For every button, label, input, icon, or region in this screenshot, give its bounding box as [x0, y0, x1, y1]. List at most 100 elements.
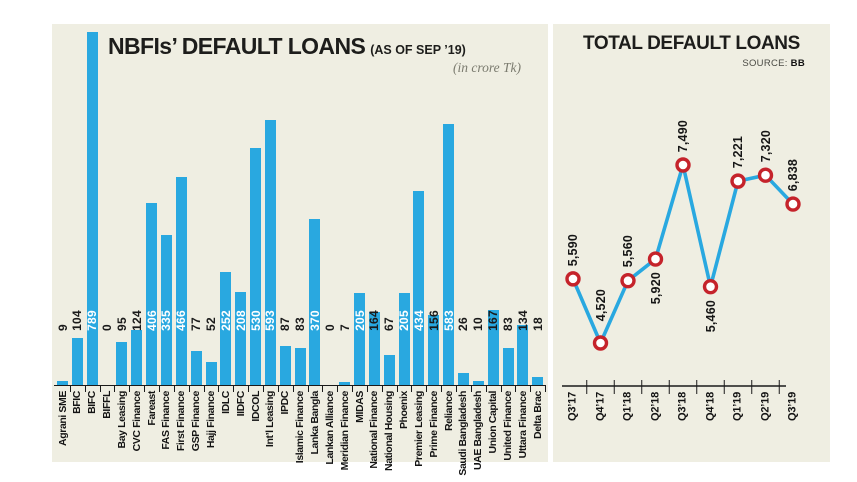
bar-category-label: First Finance	[175, 391, 188, 452]
bar-category-label: Meridian Finance	[338, 391, 351, 471]
bar-category-label: IDCOL	[249, 391, 262, 422]
bar-category-label: Reliance	[442, 391, 455, 431]
point-value-label: 5,560	[620, 235, 635, 268]
point-value-label: 7,221	[730, 135, 745, 169]
bar	[383, 355, 395, 385]
axis-tick	[129, 385, 131, 392]
axis-tick	[307, 385, 309, 392]
x-axis-label: Q1’18	[621, 392, 634, 421]
bar-value-label: 205	[397, 310, 412, 331]
bar-category-label: BIFFL	[100, 391, 113, 419]
axis-tick	[233, 385, 235, 392]
axis-tick	[159, 385, 161, 392]
bar-chart-title-text: NBFIs’ DEFAULT LOANS	[108, 33, 366, 59]
bar-category-label: National Housing	[382, 391, 395, 471]
bar	[116, 342, 128, 385]
bar-value-label: 252	[218, 310, 233, 331]
bar	[517, 325, 529, 385]
bar-value-label: 10	[471, 317, 486, 331]
bar	[532, 376, 544, 385]
bar-value-label: 77	[189, 317, 204, 331]
bar-value-label: 134	[515, 310, 530, 331]
bar	[160, 235, 172, 385]
bar	[131, 329, 143, 385]
bar-value-label: 52	[204, 317, 218, 331]
bar-category-label: Uttara Finance	[516, 391, 529, 459]
bar-value-label: 9	[55, 324, 70, 331]
bar-value-label: 18	[530, 317, 545, 331]
bar-category-label: FAS Finance	[160, 391, 173, 450]
bar-category-label: Int’l Leasing	[264, 391, 277, 448]
bar-category-label: IPDC	[279, 391, 291, 415]
bar-value-label: 789	[85, 310, 100, 331]
source-label: SOURCE:	[742, 58, 788, 69]
source-value: BB	[790, 58, 805, 69]
bar-value-label: 67	[382, 317, 397, 331]
bar	[235, 291, 247, 385]
bar-category-label: CVC Finance	[130, 391, 143, 452]
bar-category-label: BFIC	[71, 391, 84, 414]
bar	[57, 380, 68, 385]
bar-category-label: MIDAS	[353, 391, 366, 423]
bar-value-label: 7	[337, 324, 352, 331]
x-axis-label: Q3’17	[566, 392, 579, 421]
bar	[264, 119, 276, 385]
bar-category-label: Hajj Finance	[204, 391, 217, 449]
bar-value-label: 466	[174, 310, 189, 331]
bar	[190, 350, 202, 385]
bar	[86, 32, 98, 385]
point-value-label: 4,520	[593, 288, 608, 321]
axis-tick	[545, 385, 547, 392]
point-value-label: 5,920	[648, 272, 663, 305]
axis-tick	[470, 385, 472, 392]
axis-tick	[411, 385, 413, 392]
bar	[279, 346, 291, 385]
point-value-label: 7,320	[758, 129, 773, 163]
bar-category-label: United Finance	[501, 391, 514, 461]
bar-value-label: 83	[293, 317, 308, 331]
axis-tick	[262, 385, 264, 392]
x-axis-label: Q2’19	[759, 392, 771, 421]
bar-value-label: 0	[322, 324, 337, 331]
axis-tick	[173, 385, 175, 392]
bar-category-label: Premier Leasing	[412, 391, 425, 467]
bar-value-label: 208	[233, 310, 248, 331]
bar-value-label: 156	[426, 310, 441, 331]
bar-value-label: 0	[100, 324, 115, 331]
bar-category-label: Bay Leasing	[115, 391, 128, 449]
x-axis-label: Q1’19	[731, 392, 744, 421]
bar	[502, 347, 514, 385]
panel-divider	[548, 24, 553, 462]
bar	[398, 293, 410, 385]
x-axis-label: Q3’19	[786, 392, 799, 421]
bar-category-label: Lankan Alliance	[323, 391, 336, 465]
bar-category-label: BIFC	[85, 391, 98, 414]
axis-tick	[366, 385, 368, 392]
bar	[487, 310, 499, 385]
bar-value-label: 164	[367, 310, 382, 331]
axis-tick	[203, 385, 205, 392]
bar	[250, 147, 262, 385]
bar-value-label: 593	[263, 310, 278, 331]
line-chart-title: TOTAL DEFAULT LOANS	[583, 33, 800, 54]
bar	[339, 381, 351, 385]
point-value-label: 6,838	[785, 158, 800, 192]
axis-tick	[530, 385, 532, 392]
bar	[368, 311, 380, 385]
bar	[428, 315, 440, 385]
bar-value-label: 583	[441, 310, 456, 331]
bar-value-label: 83	[501, 317, 515, 331]
bar-category-label: Delta Brac	[531, 391, 544, 439]
bar	[457, 373, 469, 385]
bar-value-label: 87	[278, 317, 293, 331]
axis-tick	[515, 385, 517, 392]
axis-tick	[322, 385, 324, 392]
bar-category-label: Prime Finance	[427, 391, 440, 458]
axis-tick	[69, 385, 71, 392]
axis-tick	[248, 385, 250, 392]
bar	[71, 338, 83, 385]
x-axis-label: Q2’18	[649, 392, 661, 421]
bar-category-label: GSP Finance	[189, 391, 202, 452]
bar-category-label: Union Capital	[486, 391, 499, 454]
bar-value-label: 205	[352, 310, 367, 331]
